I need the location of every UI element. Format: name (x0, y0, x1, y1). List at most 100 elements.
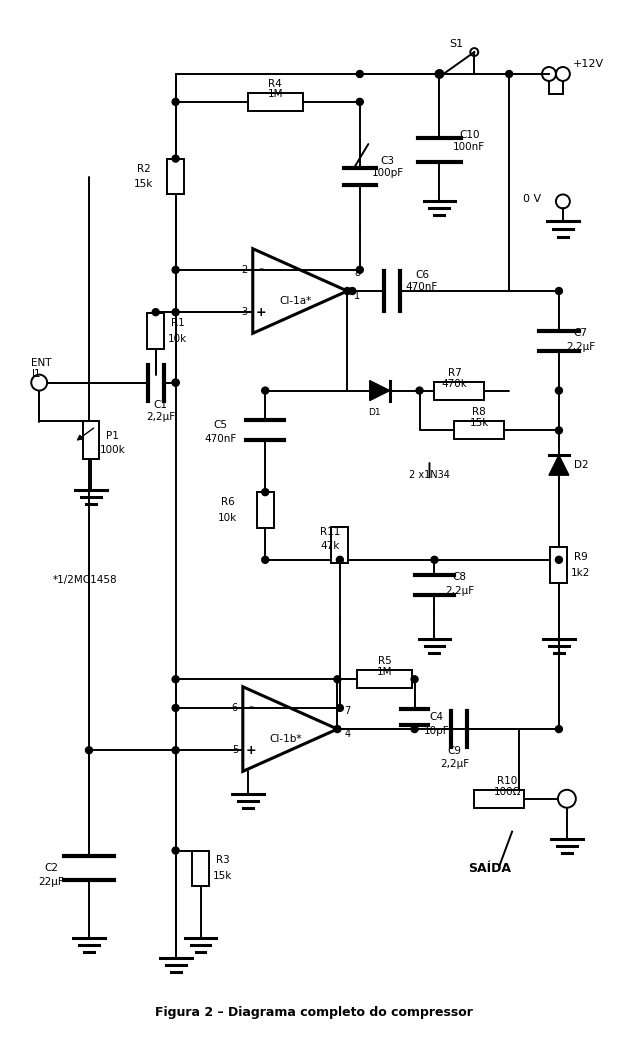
Text: C4: C4 (430, 712, 443, 722)
Text: 1: 1 (354, 291, 360, 301)
Circle shape (334, 726, 341, 732)
Text: 100nF: 100nF (453, 142, 485, 151)
Bar (455, 421, 504, 440)
Text: 15k: 15k (213, 871, 232, 881)
Circle shape (344, 287, 351, 295)
Text: CI-1b*: CI-1b* (269, 734, 301, 744)
Text: 470nF: 470nF (204, 435, 237, 444)
Circle shape (152, 309, 159, 315)
Text: C6: C6 (415, 270, 429, 280)
Text: 2,2μF: 2,2μF (445, 586, 474, 595)
Circle shape (262, 488, 269, 496)
Circle shape (85, 747, 92, 754)
Text: 4: 4 (344, 729, 350, 739)
Text: *1/2MC1458: *1/2MC1458 (53, 574, 118, 585)
Bar (257, 493, 274, 528)
Text: 8: 8 (354, 269, 360, 278)
Text: 2 x1N34: 2 x1N34 (409, 470, 450, 480)
Circle shape (172, 747, 179, 754)
Circle shape (172, 380, 179, 386)
Circle shape (436, 71, 443, 78)
Text: Figura 2 – Diagrama completo do compressor: Figura 2 – Diagrama completo do compress… (155, 1006, 473, 1019)
Text: 1k2: 1k2 (571, 568, 590, 578)
Text: R2: R2 (137, 164, 151, 173)
Circle shape (356, 99, 363, 106)
Circle shape (172, 704, 179, 711)
Bar (435, 382, 484, 399)
Text: D2: D2 (573, 460, 588, 470)
Circle shape (172, 156, 179, 162)
Text: 47k: 47k (320, 541, 340, 551)
Bar (192, 850, 209, 887)
Text: 100pF: 100pF (372, 168, 404, 177)
Text: 0 V: 0 V (523, 194, 541, 204)
Circle shape (172, 267, 179, 274)
Text: C10: C10 (459, 130, 480, 140)
Text: 10k: 10k (168, 334, 187, 344)
Text: SAÍDA: SAÍDA (468, 862, 511, 875)
Circle shape (555, 726, 563, 732)
Text: R10: R10 (497, 776, 517, 786)
Bar (147, 313, 164, 348)
Text: 2,2μF: 2,2μF (146, 413, 175, 422)
Bar (82, 421, 99, 459)
Text: 15k: 15k (470, 418, 489, 428)
Text: 5: 5 (232, 746, 238, 755)
Circle shape (172, 309, 179, 315)
Circle shape (411, 726, 418, 732)
Text: C9: C9 (447, 746, 462, 756)
Text: -: - (248, 701, 253, 714)
Circle shape (172, 847, 179, 854)
Circle shape (334, 676, 341, 682)
Circle shape (555, 387, 563, 394)
Circle shape (555, 556, 563, 563)
Text: +: + (246, 744, 256, 757)
Text: C7: C7 (574, 328, 588, 338)
Circle shape (506, 71, 512, 78)
Text: +: + (256, 306, 266, 318)
Polygon shape (370, 381, 389, 400)
Text: C8: C8 (452, 571, 467, 582)
Text: R9: R9 (574, 552, 588, 562)
Text: -: - (258, 263, 263, 276)
Text: 15k: 15k (134, 179, 153, 190)
Circle shape (356, 71, 363, 78)
Text: 100Ω: 100Ω (494, 787, 521, 796)
Circle shape (349, 287, 356, 295)
Bar (248, 93, 303, 111)
Text: 100k: 100k (100, 445, 126, 455)
Text: P1: P1 (107, 431, 119, 442)
Bar (357, 670, 412, 689)
Circle shape (411, 676, 418, 682)
Text: 7: 7 (344, 706, 350, 717)
Circle shape (172, 676, 179, 682)
Text: R4: R4 (268, 79, 282, 89)
Text: C1: C1 (154, 399, 168, 410)
Text: 470nF: 470nF (406, 282, 438, 292)
Text: ENT: ENT (31, 358, 51, 368)
Text: +12V: +12V (573, 59, 604, 69)
Text: R8: R8 (472, 408, 486, 418)
Text: 10pF: 10pF (424, 726, 449, 736)
Text: 1M: 1M (268, 89, 283, 99)
Text: C3: C3 (381, 156, 394, 166)
Polygon shape (549, 455, 569, 475)
Text: 1M: 1M (377, 668, 392, 677)
Text: 2,2μF: 2,2μF (566, 342, 595, 352)
Circle shape (431, 556, 438, 563)
Bar (551, 546, 567, 583)
Text: R3: R3 (215, 856, 229, 866)
Circle shape (436, 71, 443, 78)
Text: CI-1a*: CI-1a* (279, 296, 311, 306)
Circle shape (416, 387, 423, 394)
Bar (474, 790, 524, 808)
Text: R6: R6 (220, 497, 234, 507)
Text: 2: 2 (242, 264, 248, 275)
Text: 6: 6 (232, 703, 238, 712)
Circle shape (262, 387, 269, 394)
Text: 10k: 10k (218, 513, 237, 523)
Text: J1: J1 (31, 368, 41, 379)
Text: C5: C5 (214, 420, 227, 430)
Circle shape (172, 99, 179, 106)
Text: R7: R7 (448, 368, 461, 377)
